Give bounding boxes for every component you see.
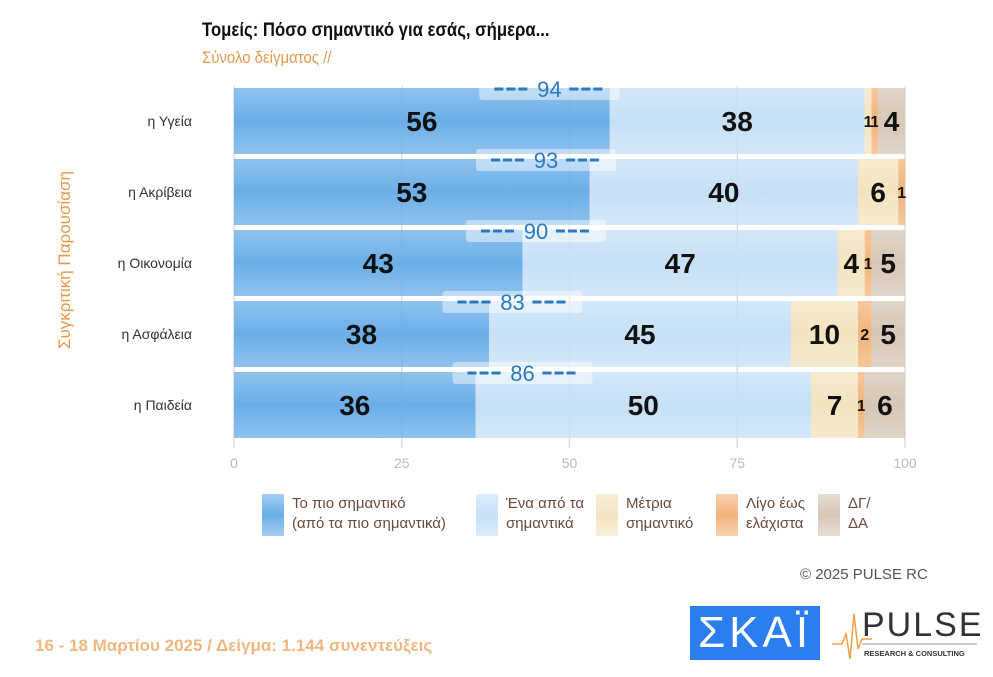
bar-segment <box>234 230 523 296</box>
total-badge <box>452 362 593 384</box>
data-label: 53 <box>396 177 427 208</box>
bar-segment <box>811 372 859 438</box>
bar-segment <box>864 88 872 154</box>
data-label: 1 <box>897 185 906 202</box>
bar-segment <box>234 88 610 154</box>
data-label: 4 <box>884 106 900 137</box>
data-label: 5 <box>880 319 896 350</box>
data-label: 1 <box>870 114 879 131</box>
legend-swatch <box>716 494 738 536</box>
bar-segment <box>589 159 859 225</box>
data-label: 36 <box>339 390 370 421</box>
data-label: 10 <box>809 319 840 350</box>
legend-label: Ένα από τα σημαντικά <box>506 495 585 532</box>
total-badge <box>442 291 583 313</box>
total-label: 94 <box>537 77 561 102</box>
category-label: η Ασφάλεια <box>122 326 193 342</box>
x-tick-label: 75 <box>729 455 745 471</box>
bar-segment <box>609 88 865 154</box>
legend-item: Ένα από τα σημαντικά <box>476 494 584 536</box>
legend-swatch <box>596 494 618 536</box>
legend-swatch <box>262 494 284 536</box>
data-label: 1 <box>864 256 873 273</box>
category-label: η Ακρίβεια <box>128 184 192 200</box>
bar-segment <box>871 301 905 367</box>
data-label: 6 <box>870 177 886 208</box>
pulse-logo: PULSE RESEARCH & CONSULTING <box>832 606 982 660</box>
data-label: 2 <box>860 327 869 344</box>
bar-segment <box>858 159 899 225</box>
data-label: 38 <box>722 106 753 137</box>
skai-logo: ΣΚΑΪ <box>690 606 820 660</box>
data-label: 38 <box>346 319 377 350</box>
total-label: 86 <box>510 361 534 386</box>
data-label: 50 <box>628 390 659 421</box>
total-badge <box>465 220 606 242</box>
copyright: © 2025 PULSE RC <box>800 566 928 583</box>
bar-segment <box>790 301 859 367</box>
bar-segment <box>858 372 865 438</box>
total-label: 83 <box>500 290 524 315</box>
legend-label: Μέτρια σημαντικό <box>626 495 694 532</box>
bar-segment <box>488 301 791 367</box>
data-label: 1 <box>857 398 866 415</box>
data-label: 40 <box>708 177 739 208</box>
legend-item: Το πιο σημαντικό (από τα πιο σημαντικά) <box>262 494 446 536</box>
legend-label: ΔΓ/ΔΑ <box>848 495 871 532</box>
x-tick-label: 25 <box>394 455 410 471</box>
x-tick-label: 0 <box>230 455 238 471</box>
bar-segment <box>234 159 590 225</box>
data-label: 43 <box>363 248 394 279</box>
bar-segment <box>864 372 905 438</box>
bar-segment <box>234 301 489 367</box>
data-label: 7 <box>827 390 843 421</box>
bar-segment <box>898 159 905 225</box>
bar-segment <box>837 230 865 296</box>
svg-text:PULSE: PULSE <box>862 606 982 644</box>
category-label: η Οικονομία <box>118 255 192 271</box>
bar-segment <box>234 372 476 438</box>
bar-segment <box>522 230 838 296</box>
chart-title: Τομείς: Πόσο σημαντικό για εσάς, σήμερα.… <box>202 20 550 41</box>
data-label: 5 <box>880 248 896 279</box>
bar-segment <box>878 88 905 154</box>
data-label: 4 <box>844 248 860 279</box>
total-badge <box>476 149 617 171</box>
x-tick-label: 100 <box>893 455 917 471</box>
data-label: 6 <box>877 390 893 421</box>
x-tick-label: 50 <box>562 455 578 471</box>
legend-swatch <box>476 494 498 536</box>
svg-text:RESEARCH & CONSULTING: RESEARCH & CONSULTING <box>864 649 965 658</box>
legend-swatch <box>818 494 840 536</box>
bar-segment <box>871 230 905 296</box>
chart-subtitle: Σύνολο δείγματος // <box>202 48 332 67</box>
data-label: 47 <box>665 248 696 279</box>
legend-label: Το πιο σημαντικό (από τα πιο σημαντικά) <box>292 495 446 532</box>
bar-segment <box>864 230 872 296</box>
category-label: η Παιδεία <box>134 397 192 413</box>
bar-segment <box>871 88 879 154</box>
legend-item: Λίγο έως ελάχιστα <box>716 494 805 536</box>
category-label: η Υγεία <box>147 113 192 129</box>
bar-segment <box>858 301 872 367</box>
total-label: 90 <box>524 219 548 244</box>
total-label: 93 <box>534 148 558 173</box>
data-label: 56 <box>406 106 437 137</box>
survey-info: 16 - 18 Μαρτίου 2025 / Δείγμα: 1.144 συν… <box>35 636 433 655</box>
bar-segment <box>475 372 812 438</box>
total-badge <box>479 78 620 100</box>
legend-item: Μέτρια σημαντικό <box>596 494 693 536</box>
legend-item: ΔΓ/ΔΑ <box>818 494 870 536</box>
data-label: 45 <box>624 319 655 350</box>
legend-label: Λίγο έως ελάχιστα <box>746 495 805 532</box>
data-label: 1 <box>864 114 873 131</box>
